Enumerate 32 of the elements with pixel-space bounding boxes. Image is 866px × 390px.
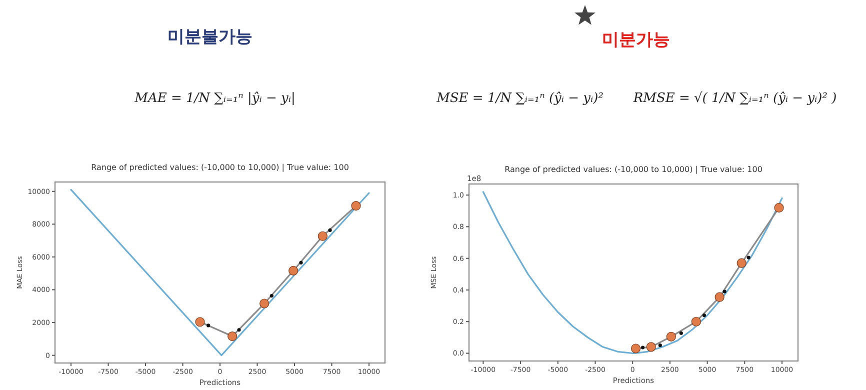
- point: [714, 292, 724, 302]
- point: [666, 332, 676, 342]
- point: [328, 228, 332, 232]
- point: [702, 313, 706, 318]
- chart-title: Range of predicted values: (-10,000 to 10,000) | True value: 100: [504, 165, 762, 174]
- point: [318, 231, 328, 241]
- point: [299, 260, 303, 264]
- point: [351, 200, 361, 211]
- point: [260, 298, 270, 308]
- line-series: [482, 191, 783, 354]
- point: [646, 342, 656, 352]
- point: [774, 202, 784, 213]
- point: [679, 331, 683, 335]
- point: [195, 317, 205, 327]
- text: 미분가능: [602, 30, 670, 50]
- point: [640, 346, 645, 350]
- point: [746, 256, 750, 260]
- point: [691, 316, 702, 326]
- point: [658, 344, 662, 348]
- point: [288, 266, 298, 276]
- text: RMSE = √( 1/N ∑ᵢ₌₁ⁿ (ŷᵢ − yᵢ)² ): [632, 91, 837, 106]
- point: [228, 331, 238, 342]
- point: [722, 290, 726, 294]
- chart-title: Range of predicted values: (-10,000 to 10,000) | True value: 100: [91, 163, 349, 172]
- point: [237, 328, 241, 332]
- text: 미분불가능: [168, 27, 252, 47]
- point: [736, 258, 746, 268]
- point: [270, 294, 274, 298]
- text: MSE = 1/N ∑ᵢ₌₁ⁿ (ŷᵢ − yᵢ)²: [436, 91, 604, 106]
- point: [206, 324, 210, 328]
- text: MAE = 1/N ∑ᵢ₌₁ⁿ |ŷᵢ − yᵢ|: [134, 91, 296, 106]
- point: [630, 344, 641, 354]
